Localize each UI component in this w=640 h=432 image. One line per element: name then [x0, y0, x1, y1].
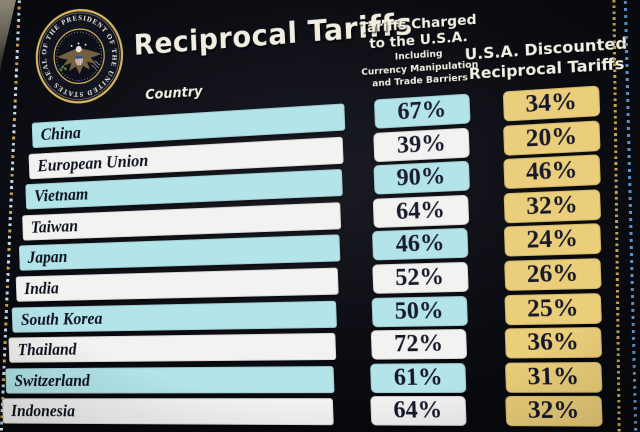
- country-cell: Indonesia: [2, 398, 334, 426]
- discounted-tariff-cell: 25%: [504, 292, 602, 325]
- charged-tariff-cell: 46%: [372, 228, 469, 261]
- charged-tariff-cell: 64%: [369, 396, 467, 427]
- charged-tariff-cell: 39%: [373, 127, 471, 162]
- discounted-tariff-cell: 32%: [503, 189, 602, 224]
- country-cell: India: [15, 267, 339, 302]
- country-cell: Thailand: [8, 333, 337, 363]
- charged-tariff-cell: 52%: [371, 261, 469, 294]
- charged-tariff-cell: 50%: [371, 295, 468, 327]
- presidential-seal: SEAL OF THE PRESIDENT OF THE UNITED STAT…: [33, 5, 125, 106]
- charged-tariff-cell: 67%: [373, 93, 471, 129]
- left-beaded-trim: [0, 0, 22, 432]
- charged-tariff-cell: 90%: [373, 160, 470, 195]
- table-row: Switzerland 61% 31%: [5, 361, 640, 396]
- discounted-tariff-cell: 32%: [505, 396, 603, 428]
- discounted-tariff-cell: 24%: [503, 223, 602, 258]
- charged-tariff-cell: 72%: [370, 329, 468, 360]
- discounted-tariff-cell: 20%: [503, 119, 601, 156]
- discounted-tariff-cell: 46%: [503, 154, 601, 190]
- discounted-tariff-cell: 26%: [504, 258, 602, 291]
- discounted-tariff-cell: 34%: [502, 85, 601, 122]
- discounted-tariff-cell: 36%: [504, 327, 603, 359]
- table-row: Indonesia 64% 32%: [2, 396, 640, 430]
- country-cell: South Korea: [11, 300, 338, 333]
- background-wall-sliver: [0, 0, 16, 72]
- charged-tariff-cell: 64%: [372, 194, 470, 228]
- charged-tariff-cell: 61%: [370, 362, 467, 393]
- discounted-tariff-cell: 31%: [504, 361, 603, 393]
- country-cell: Switzerland: [5, 365, 335, 394]
